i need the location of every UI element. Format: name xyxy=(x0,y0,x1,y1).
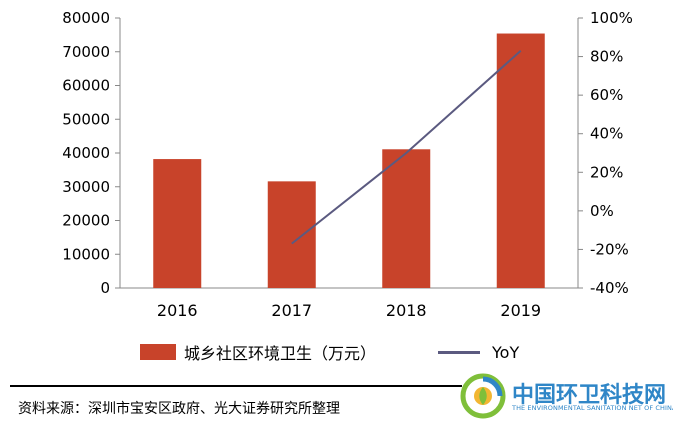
source-note: 资料来源：深圳市宝安区政府、光大证券研究所整理 xyxy=(18,401,340,417)
logo-subtitle: THE ENVIRONMENTAL SANITATION NET OF CHIN… xyxy=(512,404,673,412)
left-tick-label: 50000 xyxy=(62,110,110,128)
left-tick-label: 70000 xyxy=(62,43,110,61)
category-label: 2018 xyxy=(386,301,427,320)
left-tick-label: 40000 xyxy=(62,144,110,162)
category-label: 2019 xyxy=(500,301,541,320)
right-tick-label: 80% xyxy=(590,48,623,66)
left-tick-label: 10000 xyxy=(62,245,110,263)
bar xyxy=(267,181,316,288)
left-tick-label: 30000 xyxy=(62,178,110,196)
right-tick-label: 100% xyxy=(590,9,633,27)
logo-emblem-icon xyxy=(460,373,506,419)
right-axis-ticks: 100% 80% 60% 40% 20% 0% -20% -40% xyxy=(578,9,633,297)
legend-bar-label: 城乡社区环境卫生（万元） xyxy=(184,344,377,363)
right-tick-label: 40% xyxy=(590,125,623,143)
category-label: 2017 xyxy=(271,301,312,320)
left-tick-label: 20000 xyxy=(62,212,110,230)
category-label: 2016 xyxy=(157,301,198,320)
right-tick-label: 60% xyxy=(590,86,623,104)
line-series xyxy=(291,50,522,245)
right-tick-label: 20% xyxy=(590,163,623,181)
legend: 城乡社区环境卫生（万元） YoY xyxy=(140,340,519,364)
legend-line-label: YoY xyxy=(492,342,520,362)
left-tick-label: 80000 xyxy=(62,9,110,27)
bar xyxy=(382,149,431,288)
bar xyxy=(153,159,202,288)
right-tick-label: 0% xyxy=(590,202,614,220)
legend-bar-swatch xyxy=(140,344,176,360)
right-tick-label: -40% xyxy=(590,279,629,297)
combo-chart: 80000 70000 60000 50000 40000 30000 20000 10000… xyxy=(62,9,633,320)
category-labels: 2016 2017 2018 2019 xyxy=(157,301,541,320)
bar-series xyxy=(153,33,545,289)
left-tick-label: 60000 xyxy=(62,77,110,95)
yoy-line xyxy=(291,50,522,245)
left-tick-label: 0 xyxy=(100,279,110,297)
logo: 中国环卫科技网 THE ENVIRONMENTAL SANITATION NET… xyxy=(460,373,673,421)
logo-title: 中国环卫科技网 xyxy=(512,383,667,408)
left-axis-ticks: 80000 70000 60000 50000 40000 30000 20000 10000… xyxy=(62,9,120,297)
right-tick-label: -20% xyxy=(590,240,629,258)
footer-divider xyxy=(10,385,462,387)
legend-line-swatch xyxy=(438,350,481,354)
bar xyxy=(496,33,545,289)
